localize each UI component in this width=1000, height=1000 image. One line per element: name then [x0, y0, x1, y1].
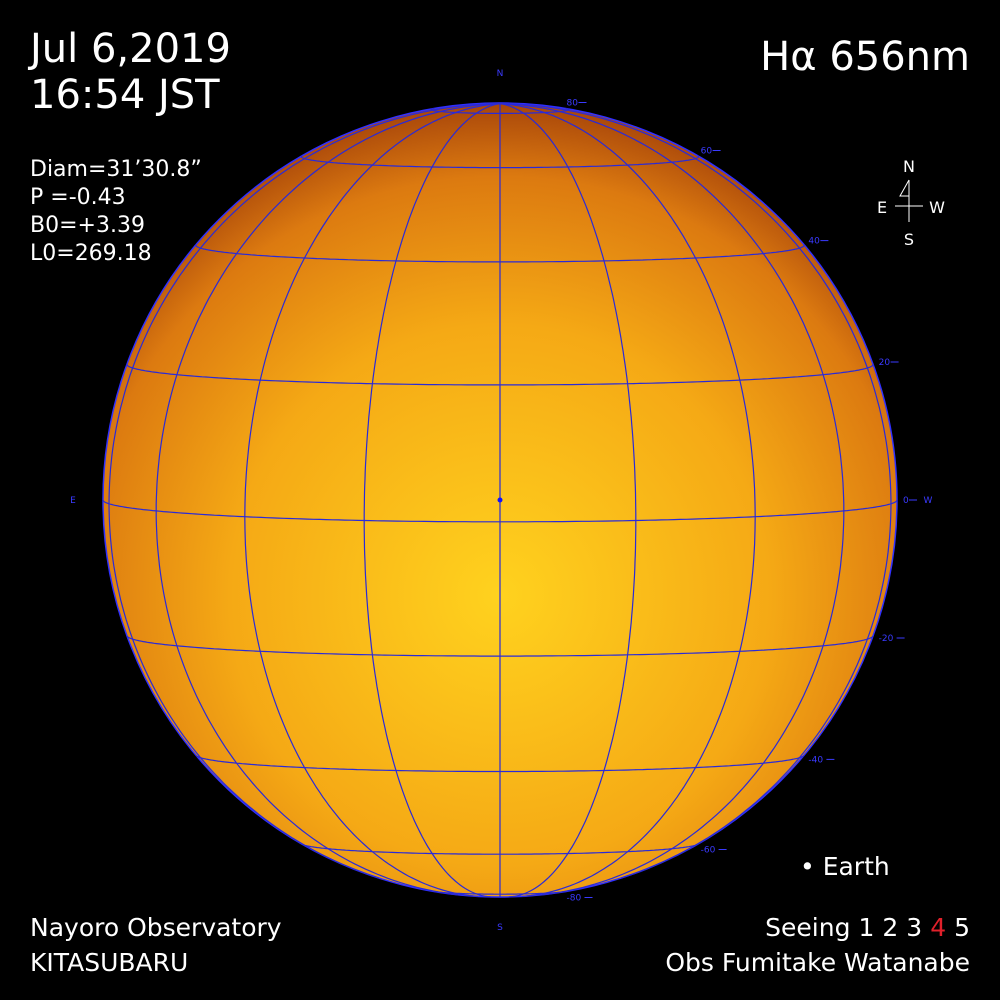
parallel [195, 755, 805, 773]
meridian [499, 103, 845, 896]
meridian [499, 103, 756, 897]
seeing-value: 4 [930, 913, 946, 942]
parallel [434, 891, 566, 895]
parallel [126, 363, 874, 386]
seeing-label: Seeing [765, 913, 850, 942]
seeing-value: 2 [882, 913, 898, 942]
parameter: B0=+3.39 [30, 213, 145, 238]
observer: Obs Fumitake Watanabe [665, 948, 970, 977]
parameter: P =-0.43 [30, 185, 126, 210]
legend-earth: • Earth [800, 852, 890, 881]
seeing-value: 3 [906, 913, 922, 942]
parallel [195, 244, 805, 263]
date: Jul 6,2019 [27, 26, 231, 72]
compass-south: S [904, 230, 914, 249]
latitude-label: 40 [808, 237, 820, 247]
latitude-label: -60 [701, 846, 716, 856]
wavelength: Hα 656nm [760, 34, 970, 80]
compass-west: W [929, 198, 945, 217]
parameter: Diam=31’30.8” [30, 157, 202, 182]
meridian [499, 103, 637, 898]
seeing: Seeing 1 2 3 4 5 [765, 913, 970, 942]
seeing-value: 5 [954, 913, 970, 942]
meridian [155, 103, 501, 896]
latitude-label: 20 [879, 358, 891, 368]
parallel [126, 635, 874, 657]
parallel [302, 843, 698, 855]
grid-north: N [497, 69, 504, 79]
parameter: L0=269.18 [30, 241, 152, 266]
latitude-label: 80 [567, 99, 579, 109]
meridian [363, 103, 501, 898]
coordinate-grid [102, 103, 898, 898]
time: 16:54 JST [30, 72, 220, 118]
grid-east: E [70, 496, 76, 506]
parallel [430, 107, 570, 114]
observatory: Nayoro Observatory [30, 913, 282, 942]
parallel [102, 499, 898, 523]
latitude-label: 0 [903, 496, 909, 506]
disk-center [497, 497, 503, 503]
latitude-label: -20 [879, 634, 894, 644]
grid-south: S [497, 923, 503, 933]
parallel [300, 155, 700, 169]
compass-east: E [877, 198, 887, 217]
latitude-label: 60 [701, 147, 713, 157]
meridian [499, 103, 892, 879]
grid-west: W [924, 496, 933, 506]
meridian [244, 103, 501, 897]
seeing-value: 1 [858, 913, 874, 942]
compass: N E W S [877, 157, 945, 249]
latitude-label: -40 [808, 755, 823, 765]
compass-north: N [903, 157, 915, 176]
latitude-label: -80 [567, 894, 582, 904]
meridian [108, 103, 501, 879]
telescope: KITASUBARU [30, 948, 188, 977]
